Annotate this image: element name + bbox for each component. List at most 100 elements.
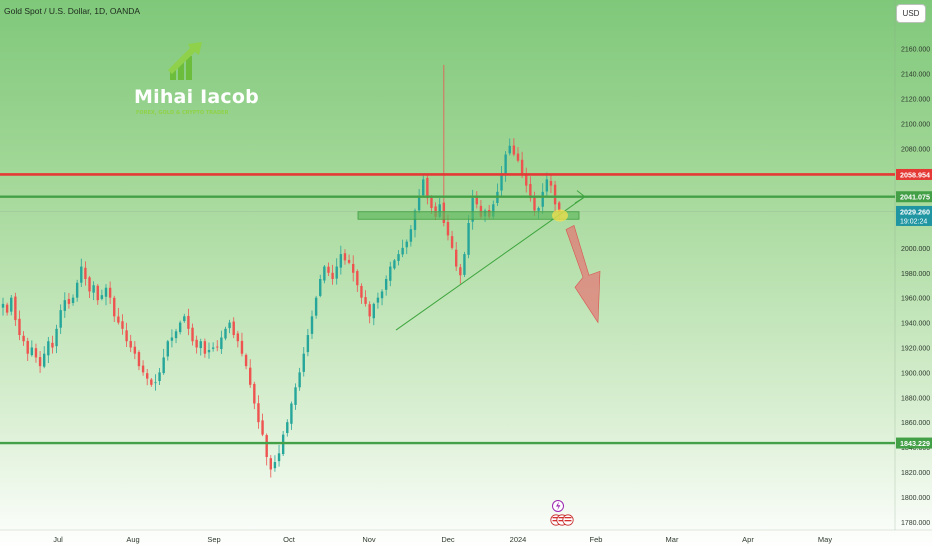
candle [508,138,511,156]
candle-body [203,341,207,354]
candle-body [170,337,174,341]
candle-body [364,297,367,304]
candle-body [277,453,281,462]
candle [228,319,231,334]
bearish-arrow [565,225,601,324]
y-tick-label: 1860.000 [901,420,930,427]
candle-body [141,365,145,373]
candle-body [426,177,429,199]
candle-body [376,297,380,303]
candle [541,183,544,214]
price-label-box [896,191,932,203]
candle-body [10,297,13,312]
candle [170,329,174,348]
candle-body [104,287,108,297]
candle [339,245,343,275]
chart-drawings [0,173,895,526]
candle [273,455,277,472]
candle [220,330,223,354]
y-tick-label: 1800.000 [901,495,930,502]
candle [1,297,5,316]
candle-body [508,145,511,154]
candle-body [306,335,310,353]
candle [96,284,99,305]
candle-body [158,372,161,382]
candle [240,332,244,357]
candle-body [327,266,330,273]
y-tick-label: 1960.000 [901,296,930,303]
candle-body [467,222,470,255]
candle-body [463,254,466,275]
candle [117,307,120,325]
x-tick-label: Oct [283,535,296,544]
candle-body [75,282,79,298]
candle-body [553,184,557,205]
candle [195,335,198,354]
candle-body [92,285,95,293]
candle-body [38,357,42,367]
watermark-brand: Mihai Iacob [134,86,259,108]
candle [380,289,384,306]
candle-body [269,458,272,470]
candle [51,335,54,354]
y-tick-label: 2120.000 [901,96,930,103]
candle-body [1,303,5,308]
price-label-value: 2058.954 [900,170,930,179]
candle-body [224,328,227,339]
currency-button[interactable]: USD [896,4,926,23]
candle [154,374,157,391]
candle-body [525,174,528,186]
candle-body [187,315,190,329]
candle [422,173,425,197]
candle [327,262,330,277]
candle [430,195,433,214]
candle-body [253,383,256,404]
candle-body [18,318,21,336]
candle-body [446,222,450,236]
candle [75,279,79,302]
candle-body [244,354,248,367]
candle [249,359,252,388]
candle-body [43,353,46,367]
candle [207,342,211,359]
candle [302,347,305,377]
candle [63,292,66,318]
y-tick-label: 2100.000 [901,121,930,128]
candle [183,313,186,323]
candle-body [397,254,400,261]
candle [265,433,268,466]
candle [232,317,235,339]
price-label-value: 1843.229 [900,439,930,448]
x-tick-label: Dec [441,535,455,544]
watermark-tagline: FOREX, GOLD & CRYPTO TRADER [136,110,229,116]
x-tick-label: Apr [742,535,754,544]
candle [347,254,351,265]
candle [504,151,507,182]
candle-body [356,271,359,286]
candle-body [5,304,9,313]
candle [203,338,207,358]
candle-body [520,159,524,174]
candle [108,281,112,305]
x-tick-label: Aug [126,535,139,544]
candle-body [88,277,91,292]
candle [286,419,289,437]
x-tick-label: Jul [53,535,63,544]
candle [372,302,375,326]
candle-body [240,340,244,354]
candle [121,314,124,335]
candle [26,337,29,362]
candle [397,250,400,266]
candle-body [129,341,132,348]
candle-body [191,327,194,342]
candle-body [67,298,71,304]
lightning-glyph [556,501,561,511]
candle-body [121,321,124,329]
candle-body [549,180,553,186]
candle-body [298,372,301,388]
y-tick-label: 2140.000 [901,72,930,79]
candle [417,188,421,214]
candle [59,304,62,334]
candle-body [207,349,211,353]
